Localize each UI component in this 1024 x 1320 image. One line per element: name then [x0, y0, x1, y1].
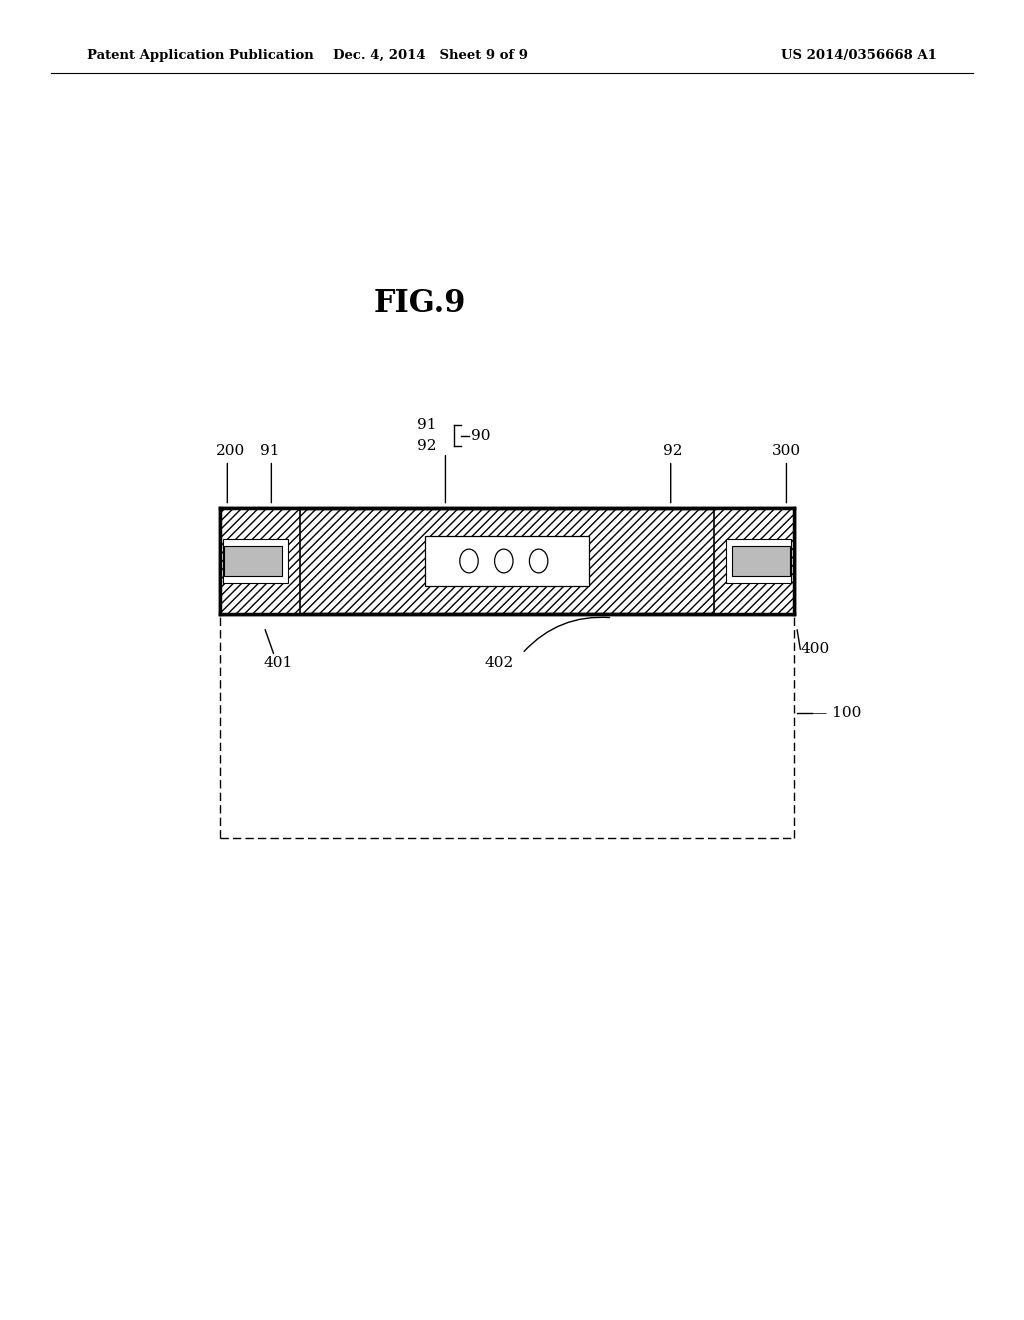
Text: Patent Application Publication: Patent Application Publication [87, 49, 313, 62]
Polygon shape [732, 546, 790, 576]
Polygon shape [714, 508, 794, 614]
Text: Dec. 4, 2014   Sheet 9 of 9: Dec. 4, 2014 Sheet 9 of 9 [333, 49, 527, 62]
Text: 200: 200 [216, 444, 245, 458]
Polygon shape [224, 546, 282, 576]
Polygon shape [425, 536, 589, 586]
Text: — 100: — 100 [812, 706, 861, 719]
Text: 91: 91 [417, 418, 436, 432]
Text: 300: 300 [772, 444, 801, 458]
Text: US 2014/0356668 A1: US 2014/0356668 A1 [781, 49, 937, 62]
FancyBboxPatch shape [220, 508, 794, 614]
Polygon shape [726, 539, 791, 583]
Text: 91: 91 [259, 444, 280, 458]
Text: 401: 401 [264, 656, 293, 671]
Text: 402: 402 [484, 656, 513, 671]
Text: FIG.9: FIG.9 [374, 288, 466, 319]
Text: 92: 92 [417, 440, 436, 453]
Text: 90: 90 [471, 429, 490, 442]
Polygon shape [220, 508, 300, 614]
Polygon shape [223, 539, 288, 583]
Text: 400: 400 [801, 643, 830, 656]
Text: 92: 92 [663, 444, 683, 458]
